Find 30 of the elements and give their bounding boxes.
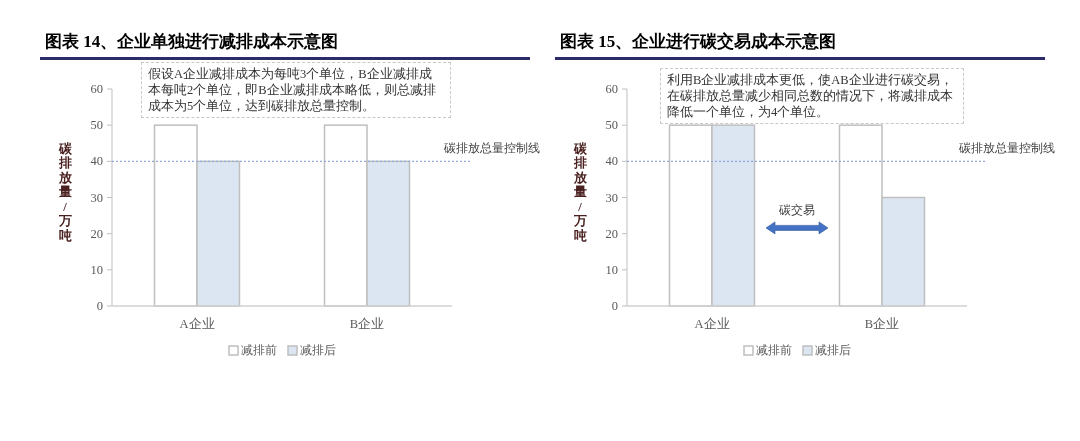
y-tick-label: 10 [605, 262, 618, 277]
y-tick-label: 30 [605, 190, 618, 205]
x-tick-label: B企业 [349, 317, 385, 331]
y-tick-label: 0 [611, 299, 618, 313]
y-tick-label: 20 [90, 226, 103, 241]
y-tick-label: 0 [96, 299, 103, 313]
y-tick-label: 50 [605, 118, 618, 133]
legend-label: 减排后 [815, 342, 851, 359]
note: 利用B企业减排成本更低，使AB企业进行碳交易，在碳排放总量减少相同总数的情况下，将减排成本降低一个单位，为4个单位。 [660, 68, 964, 124]
legend-label: 减排前 [756, 342, 792, 359]
note: 假设A企业减排成本为每吨3个单位，B企业减排成本每吨2个单位，即B企业减排成本略低，则总减排成本为5个单位，达到碳排放总量控制。 [141, 62, 451, 118]
x-tick-label: B企业 [864, 317, 900, 331]
x-tick-label: A企业 [179, 317, 215, 331]
legend-label: 减排前 [241, 342, 277, 359]
x-tick-label: A企业 [694, 317, 730, 331]
y-tick-label: 10 [90, 262, 103, 277]
y-tick-label: 30 [90, 190, 103, 205]
y-tick-label: 60 [90, 82, 103, 96]
y-tick-label: 50 [90, 118, 103, 133]
y-tick-label: 60 [605, 82, 618, 96]
y-axis-title: 碳排放量/万吨 [573, 141, 587, 243]
annotation: 碳交易 [779, 202, 815, 217]
legend-label: 减排后 [300, 342, 336, 359]
title: 图表 15、企业进行碳交易成本示意图 [555, 30, 1045, 60]
y-tick-label: 20 [605, 226, 618, 241]
y-tick-label: 40 [605, 154, 618, 169]
y-axis-title: 碳排放量/万吨 [58, 141, 72, 243]
y-tick-label: 40 [90, 154, 103, 169]
ref-line-label: 碳排放总量控制线 [444, 141, 540, 156]
ref-line-label: 碳排放总量控制线 [959, 141, 1055, 156]
